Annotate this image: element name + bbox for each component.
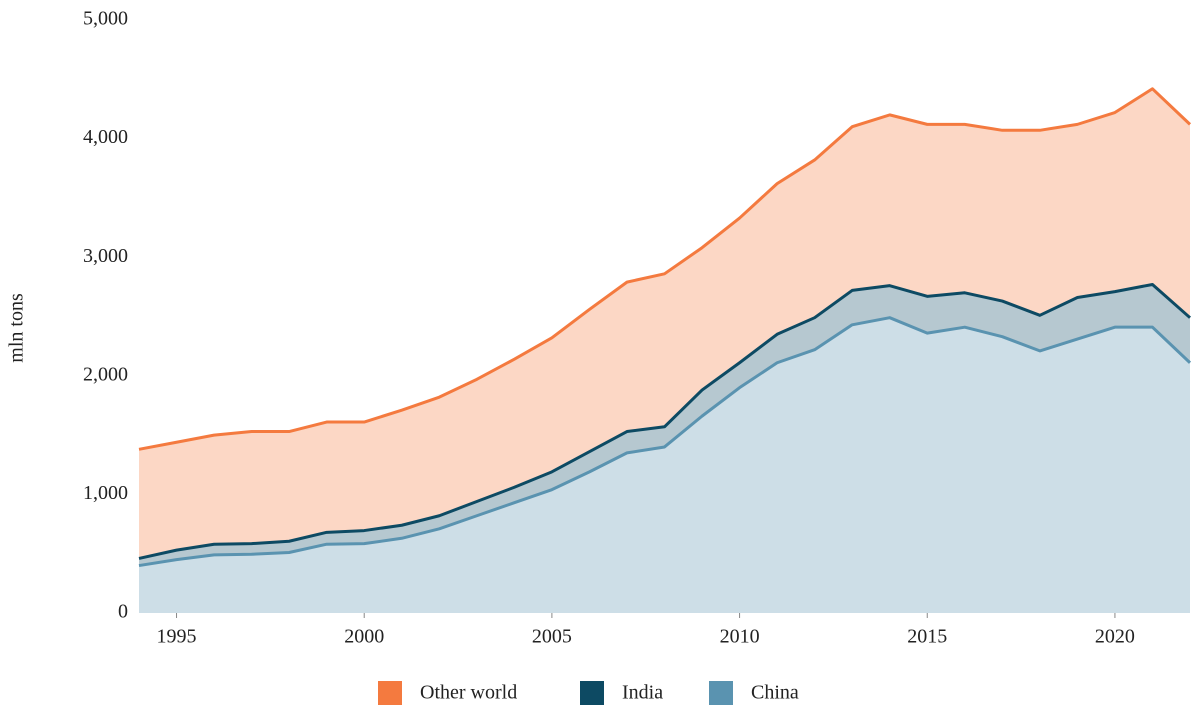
y-axis-label: mln tons (6, 293, 28, 363)
x-tick-label: 2010 (720, 626, 760, 648)
y-tick-label: 3,000 (83, 245, 128, 267)
legend-swatch (709, 681, 733, 705)
x-tick-label: 2005 (532, 626, 572, 648)
x-tick-label: 2020 (1095, 626, 1135, 648)
y-tick-label: 4,000 (83, 126, 128, 148)
area (139, 284, 1190, 566)
area (139, 88, 1190, 559)
legend-label: India (622, 682, 663, 704)
x-tick-label: 2015 (907, 626, 947, 648)
y-tick-label: 2,000 (83, 363, 128, 385)
legend-swatch (378, 681, 402, 705)
legend-label: China (751, 682, 799, 704)
line (138, 87, 1192, 451)
line (138, 282, 1191, 560)
x-tick-label: 1995 (157, 626, 197, 648)
y-tick-label: 1,000 (83, 482, 128, 504)
legend-label: Other world (420, 682, 517, 704)
y-tick-label: 5,000 (83, 8, 128, 30)
y-tick-label: 0 (118, 601, 128, 623)
line (138, 316, 1192, 568)
x-tick-label: 2000 (344, 626, 384, 648)
legend-swatch (580, 681, 604, 705)
